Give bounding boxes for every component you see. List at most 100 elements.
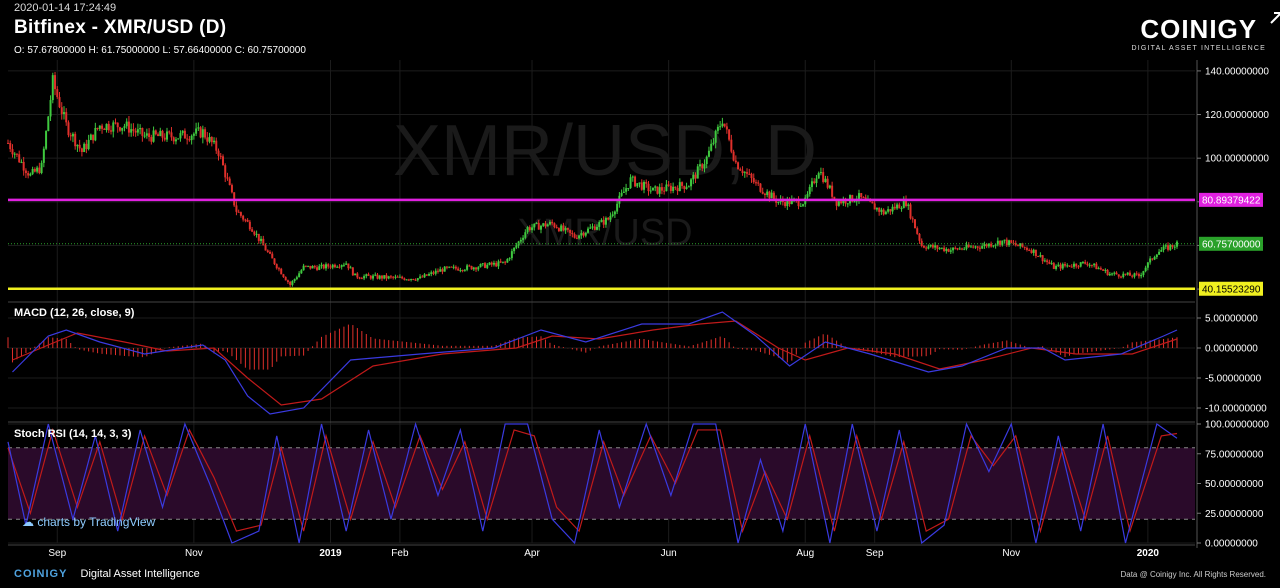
candle bbox=[1070, 264, 1073, 268]
candle bbox=[401, 275, 404, 280]
candle bbox=[78, 139, 81, 152]
candle bbox=[286, 279, 289, 284]
candle bbox=[49, 95, 52, 121]
candle-body bbox=[134, 130, 137, 133]
candle-body bbox=[622, 191, 625, 193]
candle bbox=[819, 167, 822, 176]
candle bbox=[51, 72, 54, 104]
candle-body bbox=[685, 187, 688, 189]
candle-body bbox=[127, 121, 130, 133]
candle-body bbox=[1171, 244, 1174, 247]
candle bbox=[101, 123, 104, 134]
candle-body bbox=[419, 276, 422, 279]
candle bbox=[875, 207, 878, 212]
candle bbox=[452, 264, 455, 270]
candle bbox=[913, 219, 916, 229]
candle-body bbox=[654, 186, 657, 188]
candle bbox=[672, 182, 675, 194]
candle bbox=[213, 137, 216, 145]
candle bbox=[1093, 263, 1096, 268]
candle bbox=[965, 241, 968, 251]
candle bbox=[183, 128, 186, 139]
candle-body bbox=[961, 248, 964, 250]
candle-body bbox=[392, 276, 395, 278]
candle-body bbox=[835, 198, 838, 206]
candle-body bbox=[85, 143, 88, 150]
candle-body bbox=[477, 267, 480, 270]
candle-body bbox=[707, 150, 710, 157]
candle-body bbox=[604, 217, 607, 225]
candle bbox=[497, 259, 500, 270]
candle bbox=[15, 153, 18, 158]
candle bbox=[1176, 240, 1178, 249]
candle bbox=[22, 156, 25, 176]
candle bbox=[958, 246, 961, 250]
candle bbox=[752, 173, 755, 184]
candle bbox=[683, 185, 686, 193]
candle bbox=[112, 120, 115, 138]
candle bbox=[566, 227, 569, 233]
candle bbox=[42, 146, 45, 168]
candle-body bbox=[1149, 258, 1152, 263]
candle-body bbox=[609, 215, 612, 220]
candle bbox=[224, 163, 227, 183]
candle-body bbox=[690, 179, 693, 187]
tradingview-link[interactable]: ☁ charts by TradingView bbox=[22, 515, 155, 529]
candle-body bbox=[600, 219, 603, 223]
candle bbox=[925, 245, 928, 251]
candle bbox=[557, 227, 560, 233]
candle bbox=[927, 244, 930, 250]
candle-body bbox=[351, 267, 354, 276]
candle bbox=[728, 129, 731, 142]
candle-body bbox=[958, 248, 961, 250]
candle bbox=[1025, 246, 1028, 252]
candle bbox=[936, 244, 939, 252]
candle bbox=[797, 196, 800, 210]
candle bbox=[734, 155, 737, 164]
candle bbox=[515, 242, 518, 250]
candle bbox=[92, 134, 95, 144]
candle-body bbox=[235, 205, 238, 212]
candle bbox=[539, 224, 542, 234]
x-tick-label: Aug bbox=[796, 548, 814, 559]
candle-body bbox=[884, 211, 887, 215]
stoch-band bbox=[8, 447, 1195, 520]
candle bbox=[647, 181, 650, 196]
candle-body bbox=[750, 173, 753, 179]
candle-body bbox=[1048, 262, 1051, 264]
candle bbox=[828, 184, 831, 190]
candle bbox=[201, 125, 204, 144]
footer-brand: COINIGY Digital Asset Intelligence bbox=[14, 568, 200, 580]
candle-body bbox=[871, 201, 874, 204]
candle-body bbox=[1016, 245, 1019, 247]
candle-body bbox=[737, 162, 740, 170]
candle-body bbox=[141, 128, 144, 136]
candle-body bbox=[309, 265, 312, 269]
candle bbox=[40, 160, 43, 175]
candle bbox=[69, 132, 72, 141]
candle bbox=[640, 179, 643, 191]
candle bbox=[277, 266, 280, 272]
candle bbox=[136, 123, 139, 136]
candle-body bbox=[819, 172, 822, 174]
candle bbox=[922, 244, 925, 249]
candle-body bbox=[123, 126, 126, 128]
candle-body bbox=[414, 279, 417, 281]
candle-body bbox=[83, 143, 86, 152]
candle bbox=[911, 216, 914, 223]
candle bbox=[215, 137, 218, 154]
candle-body bbox=[468, 265, 471, 267]
candle-body bbox=[875, 207, 878, 210]
candle-body bbox=[325, 264, 328, 269]
candle bbox=[759, 183, 762, 193]
candle-body bbox=[522, 237, 525, 240]
candle bbox=[103, 127, 106, 131]
timestamp: 2020-01-14 17:24:49 bbox=[14, 2, 117, 14]
candle-body bbox=[539, 225, 542, 230]
candle bbox=[221, 154, 224, 166]
candle-body bbox=[201, 129, 204, 138]
candle-body bbox=[947, 249, 950, 252]
candle bbox=[459, 267, 462, 273]
stoch-rsi-label: Stoch RSI (14, 14, 3, 3) bbox=[14, 428, 132, 440]
